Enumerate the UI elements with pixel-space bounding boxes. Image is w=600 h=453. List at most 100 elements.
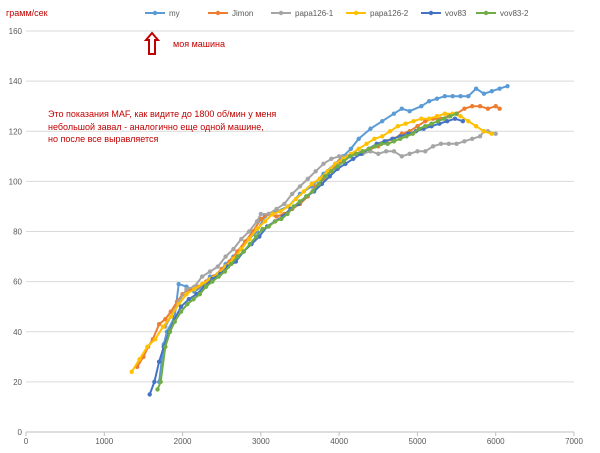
legend-item: vov83-2 [476, 9, 529, 18]
legend-label: papa126-2 [370, 9, 409, 18]
y-tick-label: 140 [9, 77, 23, 86]
data-point [274, 214, 279, 219]
y-axis-label: грамм/сек [6, 8, 48, 18]
data-point [380, 119, 385, 124]
legend-label: papa126-1 [295, 9, 334, 18]
legend-item: my [145, 9, 180, 18]
data-point [274, 206, 279, 212]
data-point [454, 111, 459, 116]
y-tick-label: 120 [9, 127, 23, 136]
y-tick-label: 100 [9, 177, 23, 186]
x-tick-label: 6000 [487, 437, 505, 446]
data-point [304, 194, 309, 199]
data-point [387, 129, 393, 134]
data-point [168, 314, 174, 319]
data-point [407, 109, 412, 114]
note-line-2: небольшой завал - аналогично еще одной м… [48, 122, 264, 132]
legend-label: my [169, 9, 180, 18]
data-point [383, 149, 389, 154]
data-point [391, 139, 397, 144]
note: Это показания МАF, как видите до 1800 об… [48, 109, 276, 144]
data-point [185, 301, 190, 307]
data-point [481, 129, 487, 134]
data-point [215, 264, 220, 269]
data-point [235, 254, 240, 259]
data-point [407, 151, 412, 157]
data-point [434, 96, 440, 101]
legend-label: vov83 [445, 9, 467, 18]
data-point [216, 274, 221, 279]
data-point [485, 106, 491, 111]
note-line-3: но после все выравляется [48, 134, 158, 144]
data-point [258, 211, 264, 217]
data-point [473, 86, 479, 91]
data-point [210, 279, 215, 284]
data-point [444, 119, 450, 124]
data-point [454, 141, 459, 146]
data-point [423, 149, 428, 154]
data-point [293, 196, 299, 202]
series-line [148, 117, 464, 395]
data-point [167, 329, 173, 334]
series-group [129, 83, 510, 397]
data-point [309, 181, 314, 187]
data-point [423, 119, 428, 124]
data-point [416, 126, 422, 131]
data-point [223, 254, 228, 259]
data-point [197, 291, 202, 297]
x-tick-label: 5000 [409, 437, 427, 446]
data-point [466, 93, 471, 99]
legend: my Jimon papa126-1 papa126-2 vov83 vov83-2 [145, 9, 529, 18]
series-vov83 [147, 116, 466, 397]
data-point [497, 106, 502, 111]
y-tick-label: 80 [13, 228, 22, 237]
data-point [385, 141, 390, 146]
data-point [354, 151, 359, 157]
data-point [419, 103, 424, 109]
data-point [297, 184, 303, 189]
data-point [372, 144, 378, 149]
data-point [335, 164, 340, 169]
data-point [253, 234, 259, 239]
data-point [493, 103, 498, 109]
data-point [419, 116, 424, 121]
data-point [301, 189, 307, 194]
data-point [448, 114, 453, 119]
data-point [156, 322, 162, 327]
gridlines [26, 30, 574, 433]
data-point [430, 144, 436, 149]
data-point [460, 119, 466, 124]
data-point [410, 131, 415, 136]
data-point [462, 139, 467, 144]
x-tick-label: 0 [24, 437, 29, 446]
data-point [398, 136, 403, 141]
data-point [203, 284, 209, 289]
legend-marker [215, 10, 221, 16]
data-point [438, 141, 444, 146]
data-point [172, 319, 177, 324]
data-point [155, 387, 160, 392]
legend-item: Jimon [208, 9, 253, 18]
data-point [391, 111, 397, 116]
data-point [470, 136, 475, 141]
data-point [285, 211, 290, 217]
data-point [254, 219, 260, 224]
data-point [163, 344, 168, 349]
data-point [426, 116, 432, 121]
data-point [426, 98, 432, 104]
data-point [489, 88, 494, 94]
data-point [278, 209, 283, 214]
data-point [246, 236, 252, 242]
data-point [477, 103, 483, 109]
axes: 0 20 40 60 80 100 120 140 160 0 1000 2000 3000 4000 50… [9, 27, 584, 446]
data-point [446, 141, 451, 146]
data-point [356, 136, 361, 141]
data-point [403, 121, 408, 126]
data-point [322, 174, 328, 179]
data-point [246, 229, 252, 234]
data-point [156, 359, 162, 365]
data-point [473, 124, 479, 129]
data-point [429, 121, 434, 126]
data-point [380, 134, 385, 139]
